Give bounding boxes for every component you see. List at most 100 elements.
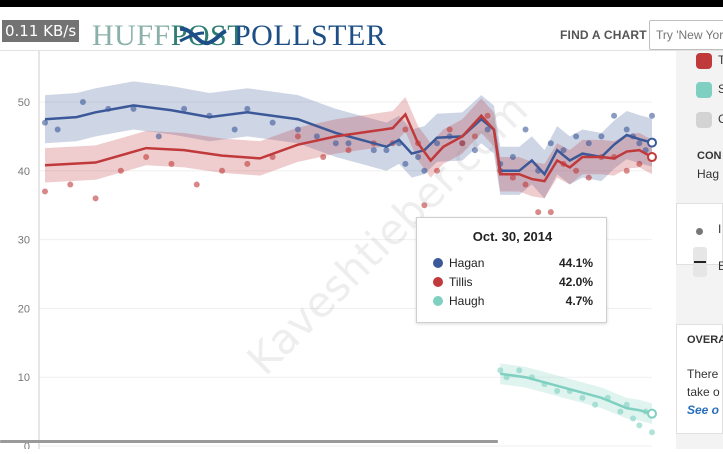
tillis-poll-point	[573, 167, 580, 174]
overall-panel	[676, 324, 723, 434]
overall-text-line-1: There	[687, 367, 719, 381]
haugh-poll-point	[579, 394, 586, 401]
tillis-poll-point	[219, 167, 226, 174]
hagan-poll-point	[509, 154, 516, 161]
hagan-dot-icon	[433, 258, 443, 268]
y-tick-label: 30	[18, 235, 30, 247]
hagan-poll-point	[313, 133, 320, 140]
chart-tooltip: Oct. 30, 2014 Hagan 44.1% Tillis 42.0% H…	[416, 217, 607, 323]
hagan-poll-point	[522, 126, 529, 133]
y-tick-label: 10	[18, 372, 30, 384]
tillis-poll-point	[547, 209, 554, 216]
chart-sidebar: T S C CON Hag I E OVERA There take o See…	[676, 51, 723, 449]
hagan-poll-point	[402, 160, 409, 167]
legend-other-checkbox[interactable]	[696, 112, 712, 128]
hagan-poll-point	[611, 112, 618, 119]
tillis-poll-point	[459, 140, 466, 147]
chart-search-input[interactable]	[649, 20, 723, 50]
tillis-poll-point	[471, 133, 478, 140]
horizontal-scrollbar[interactable]	[0, 440, 498, 443]
tillis-poll-point	[623, 167, 630, 174]
haugh-poll-point	[636, 422, 643, 429]
hagan-poll-point	[547, 140, 554, 147]
haugh-trend-line	[500, 372, 653, 415]
tooltip-row-tillis: Tillis 42.0%	[433, 275, 593, 291]
hagan-poll-point	[636, 140, 643, 147]
points-toggle-icon[interactable]	[696, 228, 703, 235]
tillis-poll-point	[345, 147, 352, 154]
hagan-endpoint-marker	[647, 137, 657, 148]
tillis-trend-line	[44, 112, 653, 183]
y-tick-label: 20	[18, 303, 30, 315]
network-speed-indicator: 0.11 KB/s	[2, 20, 80, 42]
hagan-poll-point	[269, 119, 276, 126]
haugh-poll-point	[630, 415, 637, 422]
hagan-poll-point	[244, 105, 251, 112]
hagan-poll-point	[294, 126, 301, 133]
hagan-poll-point	[623, 126, 630, 133]
y-tick-label: 50	[18, 97, 30, 109]
tillis-poll-point	[42, 188, 48, 195]
hagan-poll-point	[573, 133, 580, 140]
tillis-poll-point	[535, 209, 542, 216]
find-a-chart-label: FIND A CHART	[560, 28, 647, 42]
hagan-poll-point	[471, 147, 478, 154]
tillis-poll-point	[294, 133, 301, 140]
hagan-poll-point	[434, 140, 441, 147]
tillis-poll-point	[168, 160, 175, 167]
legend-tillis-checkbox[interactable]	[696, 53, 712, 69]
tillis-poll-point	[522, 181, 529, 188]
tillis-endpoint-marker	[647, 152, 657, 163]
hagan-poll-point	[54, 126, 61, 133]
hagan-poll-point	[130, 105, 137, 112]
smoothing-slider-handle[interactable]	[694, 261, 706, 263]
tillis-poll-point	[585, 174, 592, 181]
hagan-poll-point	[345, 140, 352, 147]
con-value: Hag	[697, 167, 720, 181]
hagan-poll-point	[155, 133, 162, 140]
hagan-poll-point	[649, 112, 655, 119]
tooltip-row-haugh: Haugh 4.7%	[433, 294, 593, 310]
tillis-poll-point	[446, 126, 453, 133]
haugh-confidence-band	[500, 363, 652, 424]
tillis-poll-point	[117, 167, 124, 174]
y-tick-label: 40	[18, 166, 30, 178]
hagan-poll-point	[332, 140, 339, 147]
haugh-dot-icon	[433, 296, 443, 306]
device-status-bar	[0, 0, 723, 7]
y-tick-label: 0	[24, 441, 30, 449]
haugh-poll-point	[592, 401, 599, 408]
pollster-logo[interactable]: POLLSTER	[234, 19, 387, 52]
huffpost-logo[interactable]: HUFFPOST	[92, 19, 247, 52]
hagan-poll-point	[42, 119, 48, 126]
tillis-poll-point	[67, 181, 74, 188]
hagan-poll-point	[598, 133, 605, 140]
tillis-poll-point	[193, 181, 200, 188]
tillis-poll-point	[636, 160, 643, 167]
hagan-poll-point	[370, 147, 377, 154]
haugh-poll-point	[554, 387, 561, 394]
tooltip-row-hagan: Hagan 44.1%	[433, 256, 593, 272]
haugh-endpoint-marker	[647, 408, 657, 419]
site-header: HUFFPOST POLLSTER FIND A CHART	[0, 7, 723, 52]
tillis-poll-point	[244, 160, 251, 167]
legend-tillis-label: T	[718, 53, 723, 67]
hagan-poll-point	[383, 147, 390, 154]
hagan-trend-line	[44, 104, 653, 177]
tillis-poll-point	[421, 202, 428, 209]
legend-haugh-checkbox[interactable]	[696, 82, 712, 98]
hagan-poll-point	[421, 167, 428, 174]
legend-haugh-label: S	[718, 82, 723, 96]
hagan-poll-point	[231, 126, 238, 133]
con-label: CON	[697, 150, 722, 162]
hagan-poll-point	[484, 126, 491, 133]
tillis-poll-point	[509, 174, 516, 181]
tillis-poll-point	[434, 167, 441, 174]
haugh-poll-point	[649, 429, 655, 436]
tillis-poll-point	[402, 126, 409, 133]
overall-text-line-2: take o	[687, 385, 720, 399]
haugh-poll-point	[516, 367, 523, 374]
tillis-poll-point	[320, 154, 327, 161]
overall-see-more-link[interactable]: See o	[687, 403, 720, 417]
pollster-swoosh-icon	[179, 26, 227, 46]
